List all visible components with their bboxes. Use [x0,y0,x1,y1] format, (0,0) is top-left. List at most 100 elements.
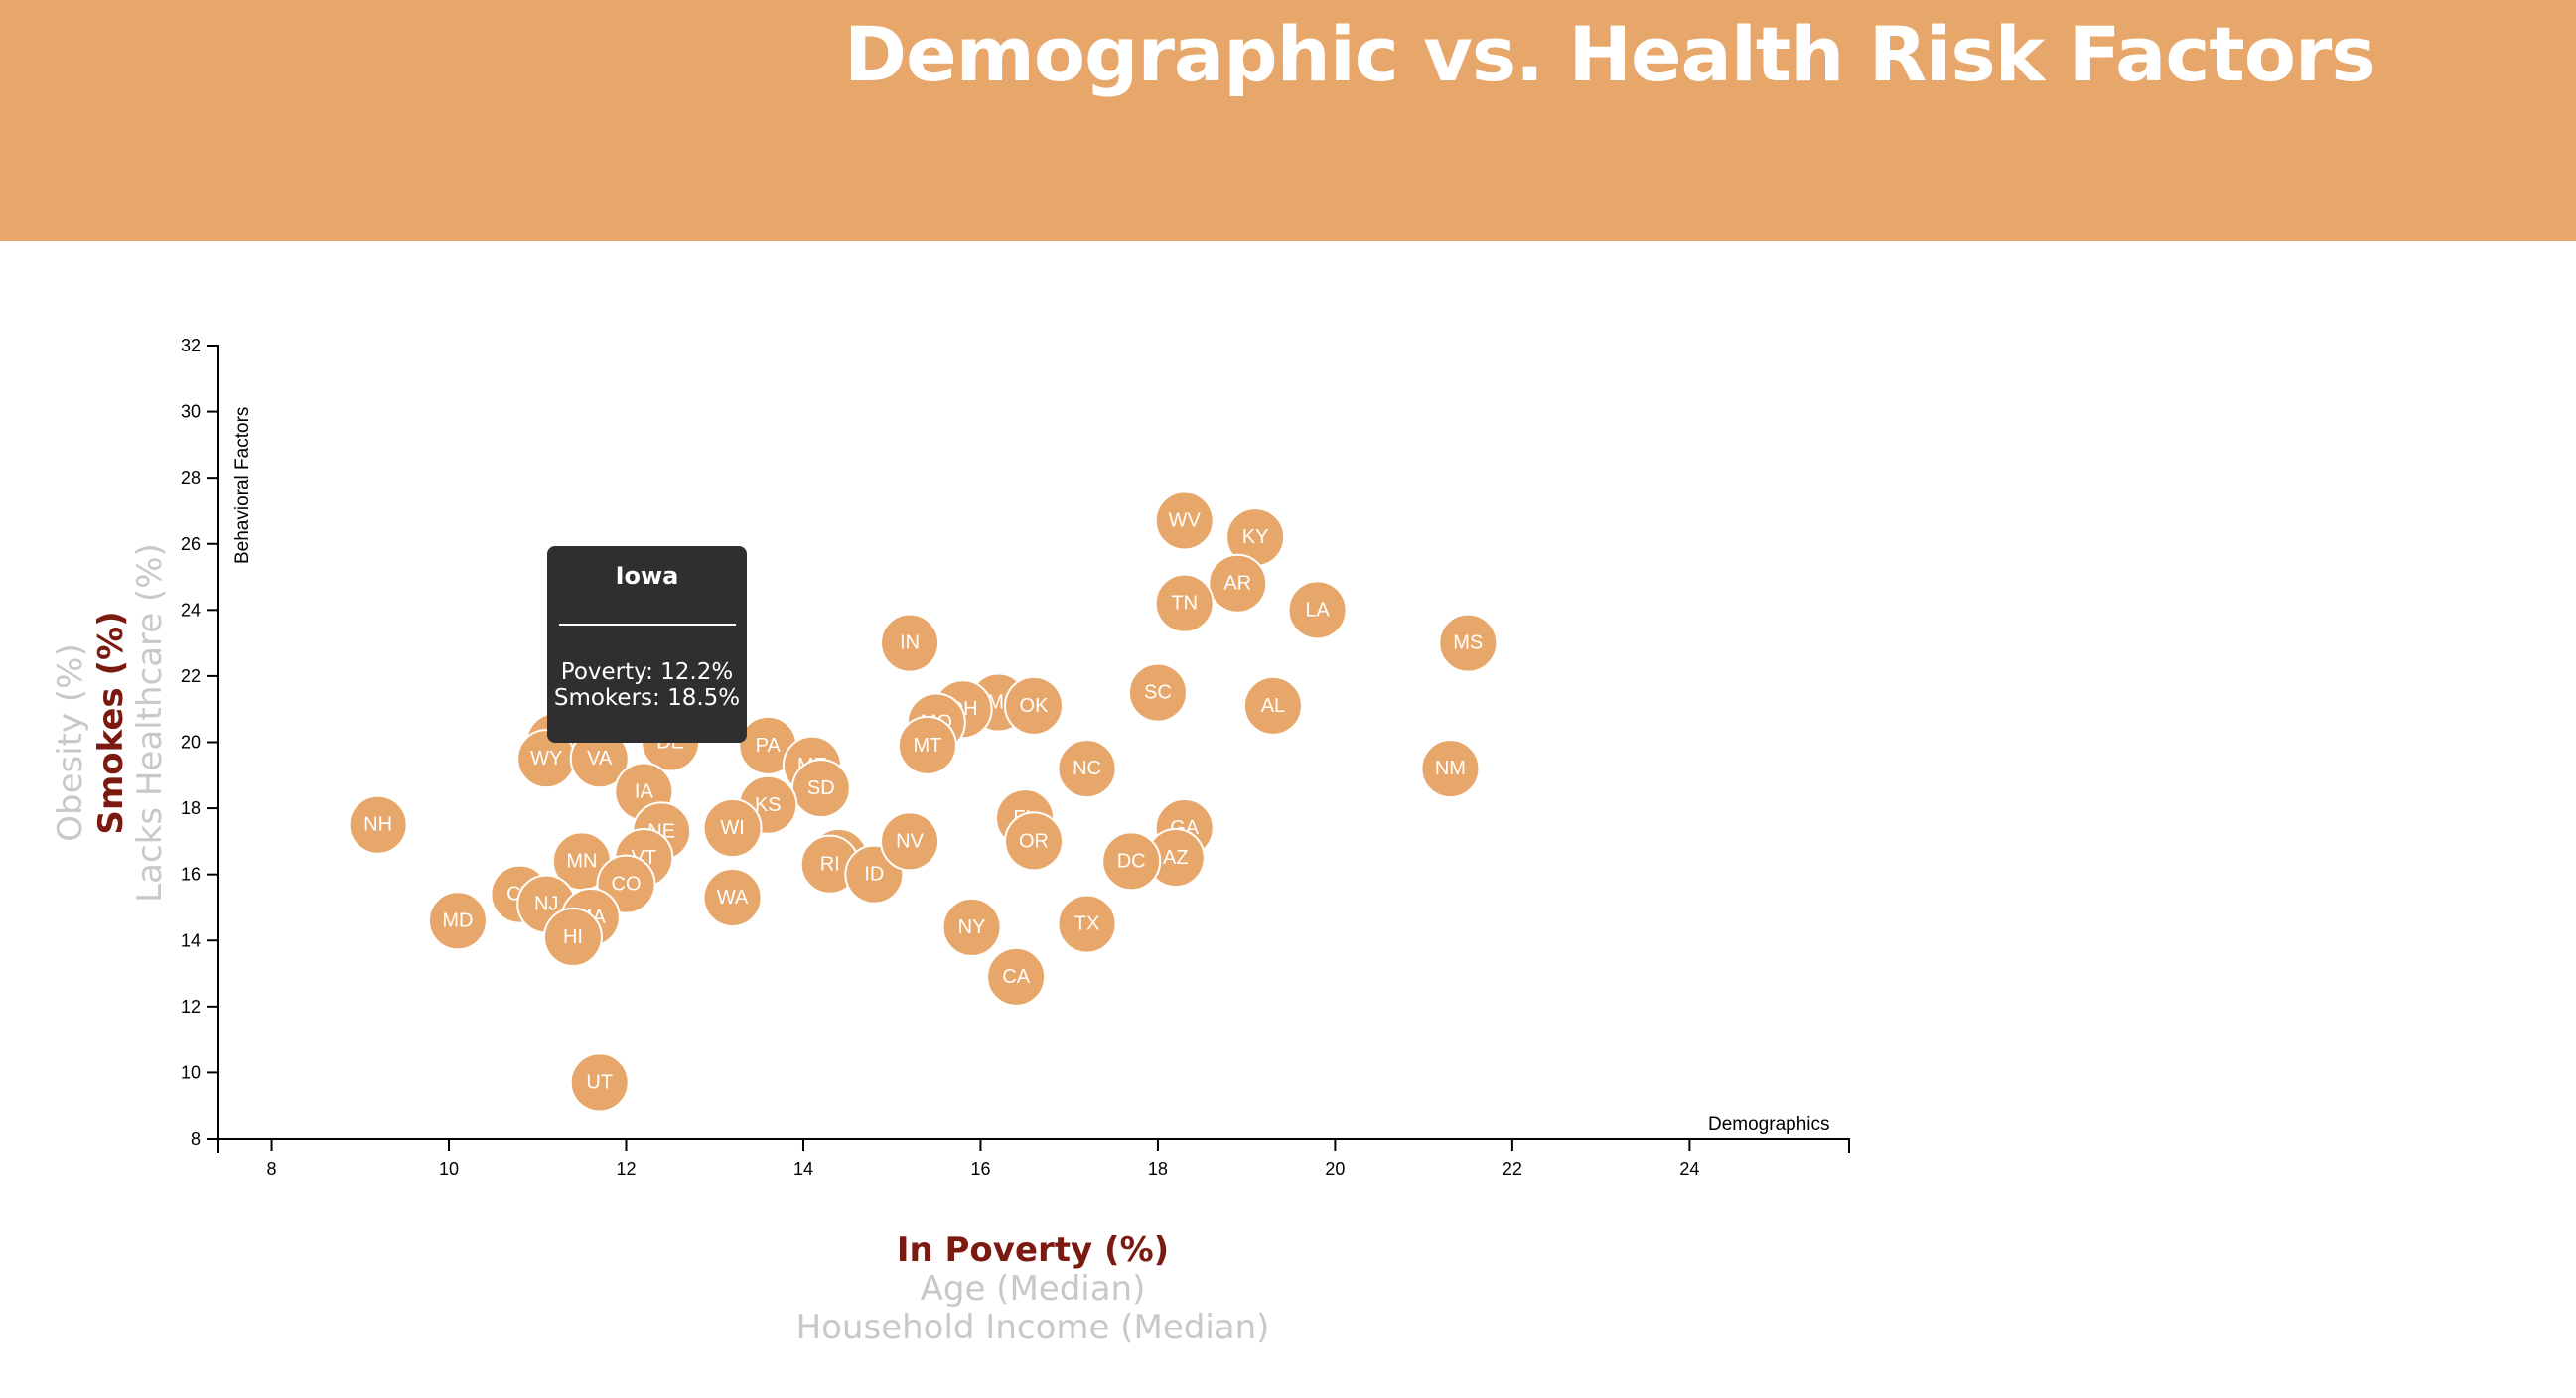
x-axis-option-age[interactable]: Age (Median) [921,1269,1146,1309]
state-point-nc[interactable]: NC [1057,739,1117,799]
state-label: NV [896,830,924,852]
y-tick-label: 8 [191,1129,201,1149]
state-label: CA [1002,966,1030,988]
x-tick-label: 24 [1679,1159,1699,1179]
state-label: WV [1169,509,1202,531]
state-label: ID [864,864,884,886]
state-circle [702,798,763,859]
state-circle [1438,613,1499,673]
x-tick-label: 10 [439,1159,459,1179]
state-point-hi[interactable]: HI [542,907,603,967]
state-circle [1287,580,1348,640]
state-point-az[interactable]: AZ [1145,828,1206,889]
y-tick-label: 12 [181,997,201,1017]
state-circle [702,867,763,927]
y-tick-label: 16 [181,865,201,885]
state-point-ca[interactable]: CA [986,946,1047,1007]
state-label: OK [1020,695,1050,717]
state-point-nv[interactable]: NV [880,811,940,872]
state-label: UT [586,1071,613,1093]
state-label: WI [720,817,744,839]
state-point-ok[interactable]: OK [1004,675,1064,736]
page-title: Demographic vs. Health Risk Factors [844,10,2376,98]
state-circle [1420,739,1481,799]
y-axis-option-smokes[interactable]: Smokes (%) [91,611,131,834]
state-point-in[interactable]: IN [880,613,940,673]
x-tick-label: 16 [970,1159,990,1179]
state-circle [1057,739,1117,799]
state-point-or[interactable]: OR [1004,811,1064,872]
y-tick-label: 20 [181,733,201,753]
y-tick-label: 10 [181,1062,201,1082]
x-axis-option-income[interactable]: Household Income (Median) [796,1308,1270,1347]
x-tick-label: 18 [1148,1159,1168,1179]
state-point-ny[interactable]: NY [941,897,1002,957]
state-point-nm[interactable]: NM [1420,739,1481,799]
state-label: AR [1223,573,1251,595]
state-point-ms[interactable]: MS [1438,613,1499,673]
state-label: TX [1074,913,1100,935]
x-axis-line [217,1138,1850,1153]
y-tick-label: 30 [181,402,201,422]
state-point-tn[interactable]: TN [1154,573,1215,633]
x-tick-label: 22 [1503,1159,1522,1179]
state-point-la[interactable]: LA [1287,580,1348,640]
state-label: IN [900,632,920,654]
state-point-wi[interactable]: WI [702,798,763,859]
state-label: WY [530,748,562,769]
y-axis-option-obesity[interactable]: Obesity (%) [51,643,90,842]
x-tick-label: 20 [1325,1159,1345,1179]
state-point-ar[interactable]: AR [1208,553,1268,614]
tooltip: Iowa Poverty: 12.2% Smokers: 18.5% [547,546,747,743]
state-circle [941,897,1002,957]
state-point-wa[interactable]: WA [702,867,763,927]
y-tick-label: 14 [181,930,201,950]
state-label: DC [1117,850,1146,872]
state-point-wy[interactable]: WY [516,729,577,789]
state-label: KY [1242,526,1269,548]
state-label: NM [1435,758,1466,779]
y-axis-option-healthcare[interactable]: Lacks Healthcare (%) [130,543,170,903]
state-point-dc[interactable]: DC [1101,831,1162,892]
state-point-al[interactable]: AL [1242,675,1303,736]
state-point-nh[interactable]: NH [348,794,408,855]
state-circle [1154,573,1215,633]
state-point-md[interactable]: MD [427,891,488,951]
state-label: SD [807,777,835,799]
state-label: NY [958,916,986,938]
state-label: MN [566,850,597,872]
state-label: MS [1453,632,1483,654]
state-circle [880,811,940,872]
state-circle [986,946,1047,1007]
state-circle [880,613,940,673]
state-point-tx[interactable]: TX [1057,894,1117,954]
x-tick-label: 12 [616,1159,636,1179]
state-point-sd[interactable]: SD [790,759,851,819]
tooltip-state: Iowa [615,562,679,590]
y-tick-label: 28 [181,468,201,488]
state-label: MI [987,692,1009,714]
x-tick-label: 8 [267,1159,277,1179]
page-header: Demographic vs. Health Risk Factors [0,0,2576,241]
y-tick-label: 32 [181,336,201,355]
state-point-wv[interactable]: WV [1154,490,1215,551]
state-point-sc[interactable]: SC [1127,662,1188,723]
state-point-va[interactable]: VA [569,729,630,789]
x-axis: 8 10 12 14 16 18 20 22 24 [217,1138,1850,1179]
data-points: WVKYARTNLAMSINSCALMIOKOHMOMTNCNMPAMESDKS… [348,490,1499,1113]
state-circle [1154,490,1215,551]
state-label: AZ [1163,847,1189,869]
x-inner-label: Demographics [1708,1114,1830,1135]
state-label: PA [756,735,782,757]
state-circle [1127,662,1188,723]
state-label: RI [820,854,840,876]
state-point-pa[interactable]: PA [738,715,798,775]
state-label: MT [913,735,941,757]
state-label: LA [1305,599,1330,621]
state-label: TN [1171,593,1198,615]
y-axis: 8 10 12 14 16 18 20 22 24 26 28 30 32 [181,336,219,1149]
state-point-ut[interactable]: UT [569,1052,630,1113]
x-axis-option-poverty[interactable]: In Poverty (%) [897,1230,1169,1270]
state-point-mt[interactable]: MT [897,715,957,775]
y-tick-label: 22 [181,666,201,686]
